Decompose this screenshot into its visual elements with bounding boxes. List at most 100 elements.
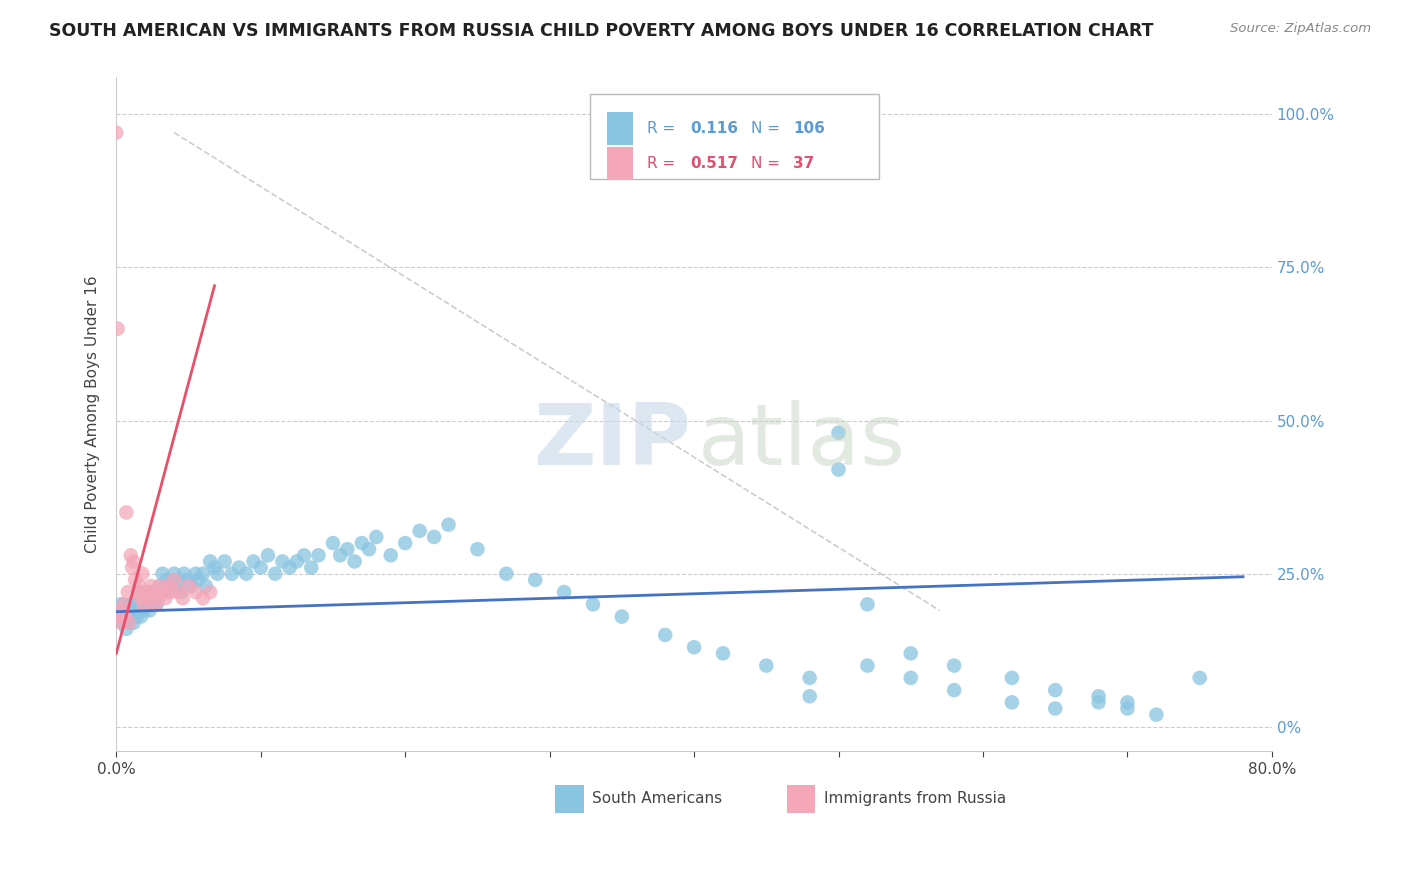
Point [156,573,179,587]
Point [198,554,221,568]
Point [553,585,575,599]
Point [467,542,489,557]
Point [194,579,217,593]
Text: 37: 37 [793,156,814,171]
Text: SOUTH AMERICAN VS IMMIGRANTS FROM RUSSIA CHILD POVERTY AMONG BOYS UNDER 16 CORRE: SOUTH AMERICAN VS IMMIGRANTS FROM RUSSIA… [49,22,1154,40]
Point [1116,695,1139,709]
Point [112,598,135,612]
Point [132,603,155,617]
Point [610,609,633,624]
Point [228,560,250,574]
Point [1087,695,1109,709]
Point [153,585,176,599]
Point [118,615,141,630]
Point [149,579,172,593]
Point [172,591,194,606]
Point [132,598,155,612]
Point [160,579,183,593]
Point [143,591,166,606]
Point [1045,683,1067,698]
Text: Immigrants from Russia: Immigrants from Russia [824,791,1005,806]
Point [184,585,207,599]
Point [107,321,129,335]
Point [856,598,879,612]
FancyBboxPatch shape [607,112,633,145]
Point [165,579,187,593]
Point [131,566,153,581]
Text: ZIP: ZIP [533,400,690,483]
Text: South Americans: South Americans [592,791,723,806]
Point [160,585,183,599]
Point [343,554,366,568]
Point [292,549,315,563]
Point [524,573,547,587]
Point [152,585,174,599]
Point [357,542,380,557]
Text: atlas: atlas [697,400,905,483]
Text: N =: N = [751,121,785,136]
Point [329,549,352,563]
Point [121,560,143,574]
Point [1001,695,1024,709]
Point [856,658,879,673]
Point [117,585,139,599]
Point [394,536,416,550]
Point [121,603,143,617]
Point [112,609,135,624]
Point [163,573,186,587]
Point [110,598,132,612]
Point [136,591,159,606]
Point [191,591,214,606]
Point [110,615,132,630]
Point [322,536,344,550]
Text: 0.517: 0.517 [690,156,738,171]
Point [900,646,922,660]
Point [177,579,200,593]
Point [131,598,153,612]
Point [127,603,149,617]
Point [943,658,966,673]
Point [108,609,131,624]
Point [145,598,167,612]
Point [111,615,134,630]
Point [127,585,149,599]
Point [117,609,139,624]
Point [138,603,160,617]
FancyBboxPatch shape [591,95,879,178]
Point [1188,671,1211,685]
Point [204,560,226,574]
Point [242,554,264,568]
Point [257,549,280,563]
Point [141,585,163,599]
Point [152,566,174,581]
Point [107,603,129,617]
Point [146,591,169,606]
Point [157,585,180,599]
Point [184,566,207,581]
Point [115,505,138,519]
Point [167,585,190,599]
Point [122,554,145,568]
Point [129,591,152,606]
Point [1087,690,1109,704]
Point [134,585,156,599]
Point [350,536,373,550]
Point [235,566,257,581]
Point [799,690,821,704]
Point [683,640,706,655]
Point [827,425,849,440]
Y-axis label: Child Poverty Among Boys Under 16: Child Poverty Among Boys Under 16 [86,276,100,553]
Point [198,585,221,599]
Point [1116,701,1139,715]
Text: R =: R = [647,156,681,171]
Point [177,573,200,587]
Point [112,598,135,612]
Point [114,609,136,624]
Point [120,609,142,624]
Point [308,549,330,563]
Point [136,585,159,599]
Point [128,579,150,593]
Text: N =: N = [751,156,785,171]
Point [207,566,229,581]
Point [129,609,152,624]
